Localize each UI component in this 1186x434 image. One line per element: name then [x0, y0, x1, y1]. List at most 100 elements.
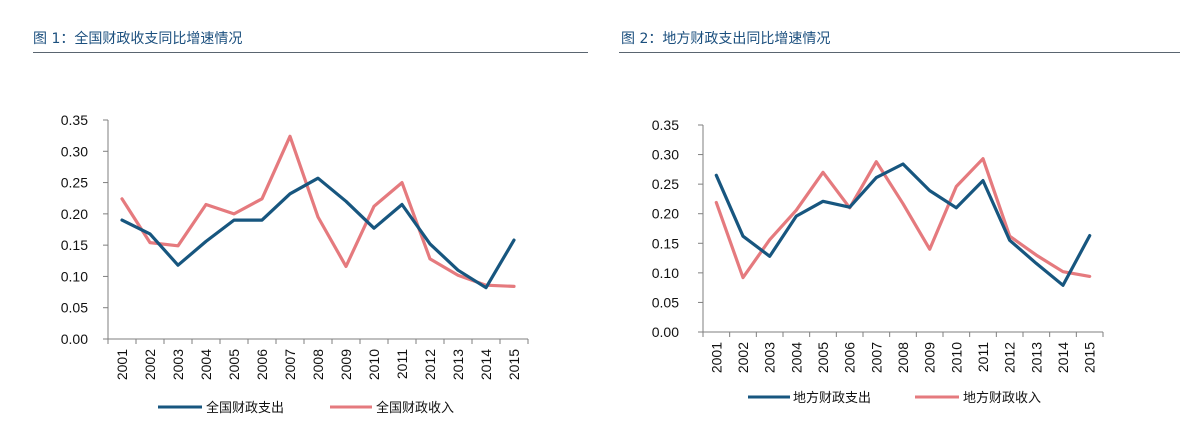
y-tick-label: 0.05 [61, 300, 88, 316]
data-point [1062, 284, 1064, 287]
x-tick-label: 2013 [1028, 342, 1044, 373]
data-point [373, 205, 375, 208]
y-tick-label: 0.30 [652, 147, 679, 163]
title-divider [33, 52, 588, 53]
data-point [401, 203, 403, 206]
data-point [317, 177, 319, 179]
y-tick-label: 0.15 [61, 237, 88, 253]
y-tick-label: 0.35 [652, 117, 679, 133]
data-point [902, 202, 904, 205]
data-point [513, 285, 515, 288]
data-point [121, 198, 123, 200]
data-point [149, 233, 151, 235]
x-tick-label: 2012 [1002, 342, 1018, 373]
data-point [1008, 239, 1011, 242]
data-point [715, 201, 718, 204]
data-point [177, 264, 179, 266]
y-tick-label: 0.05 [652, 294, 679, 310]
data-point [317, 216, 319, 218]
data-point [261, 198, 263, 200]
data-point [121, 219, 123, 221]
x-tick-label: 2015 [1082, 342, 1098, 373]
y-tick-label: 0.00 [652, 324, 679, 340]
y-tick-label: 0.10 [652, 265, 679, 281]
data-point [429, 243, 431, 245]
x-tick-label: 2008 [310, 349, 326, 380]
data-point [1035, 262, 1038, 265]
x-tick-label: 2011 [975, 342, 991, 372]
legend-label: 全国财政支出 [206, 400, 284, 415]
x-tick-label: 2008 [895, 342, 911, 373]
data-point [715, 174, 718, 177]
y-tick-label: 0.20 [61, 206, 88, 222]
data-point [902, 163, 904, 165]
x-tick-label: 2003 [170, 349, 186, 380]
data-point [742, 276, 744, 279]
data-point [345, 265, 347, 268]
x-tick-label: 2013 [450, 349, 466, 380]
data-point [795, 209, 798, 211]
x-tick-label: 2014 [1055, 342, 1071, 373]
data-point [822, 171, 824, 174]
chart-title: 图 1：全国财政收支同比增速情况 [33, 31, 243, 47]
chart-title: 图 2：地方财政支出同比增速情况 [621, 31, 831, 47]
data-point [742, 235, 744, 237]
data-point [457, 274, 459, 276]
x-tick-label: 2005 [815, 342, 831, 373]
data-point [928, 189, 931, 192]
data-point [982, 179, 984, 182]
data-point [1035, 254, 1038, 256]
x-tick-label: 2004 [198, 349, 214, 380]
data-point [875, 160, 878, 163]
data-point [233, 213, 235, 215]
x-tick-label: 2010 [366, 349, 382, 380]
series-line-1 [714, 162, 1092, 287]
legend-label: 全国财政收入 [376, 400, 454, 415]
legend-label: 地方财政支出 [793, 390, 871, 405]
chart-plot-2: 0.35 0.30 0.25 0.20 0.15 0.10 0.05 0.00 2001 2002… [652, 117, 1104, 405]
x-tick-label: 2007 [868, 342, 884, 373]
data-point [928, 248, 931, 250]
data-point [768, 255, 771, 258]
data-point [429, 258, 431, 260]
data-point [768, 238, 771, 241]
x-tick-label: 2009 [922, 342, 938, 373]
data-point [875, 176, 878, 179]
x-tick-label: 2002 [142, 349, 158, 380]
x-tick-label: 2001 [708, 342, 724, 373]
title-divider [619, 52, 1180, 53]
data-point [345, 200, 347, 203]
y-tick-label: 0.20 [652, 206, 679, 222]
x-tick-label: 2006 [842, 342, 858, 373]
y-tick-label: 0.25 [652, 176, 679, 192]
x-tick-label: 2009 [338, 349, 354, 380]
data-point [795, 215, 798, 217]
data-point [289, 193, 291, 195]
data-point [1088, 275, 1091, 278]
data-point [955, 185, 958, 188]
data-point [457, 269, 459, 271]
x-tick-label: 2012 [422, 349, 438, 380]
data-point [289, 135, 291, 138]
x-tick-label: 2005 [226, 349, 242, 380]
data-point [261, 219, 263, 221]
data-point [401, 181, 403, 184]
y-tick-label: 0.10 [61, 268, 88, 284]
x-tick-label: 2015 [506, 349, 522, 380]
y-tick-label: 0.35 [61, 112, 88, 128]
y-tick-label: 0.15 [652, 235, 679, 251]
x-tick-label: 2014 [478, 349, 494, 380]
chart-panel-2: 图 2：地方财政支出同比增速情况 0.35 0.30 0.25 0.20 0.15 0.1… [593, 0, 1186, 434]
data-point [485, 286, 487, 289]
data-point [205, 203, 207, 206]
x-tick-label: 2011 [394, 349, 410, 379]
data-point [1088, 234, 1091, 237]
x-tick-label: 2006 [254, 349, 270, 380]
data-point [205, 240, 207, 243]
data-point [982, 157, 984, 160]
x-tick-label: 2007 [282, 349, 298, 380]
y-tick-label: 0.30 [61, 143, 88, 159]
data-point [848, 206, 851, 209]
chart-plot-1: 0.35 0.30 0.25 0.20 0.15 0.10 0.05 0.00 2001 2002… [61, 112, 529, 415]
y-tick-label: 0.00 [61, 331, 88, 347]
